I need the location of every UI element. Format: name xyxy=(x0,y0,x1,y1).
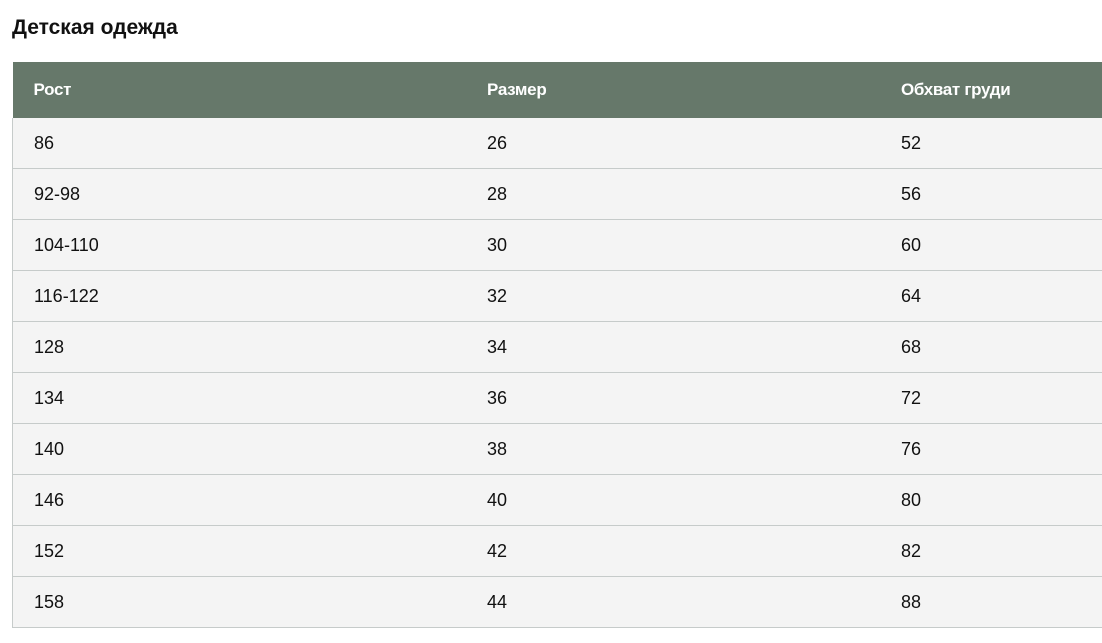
cell-height: 128 xyxy=(12,321,487,373)
table-row: 146 40 80 xyxy=(12,474,1102,526)
cell-size: 32 xyxy=(487,270,901,322)
table-row: 134 36 72 xyxy=(12,372,1102,424)
cell-chest: 76 xyxy=(901,423,1102,475)
cell-size: 34 xyxy=(487,321,901,373)
table-row: 152 42 82 xyxy=(12,525,1102,577)
cell-chest: 72 xyxy=(901,372,1102,424)
cell-height: 86 xyxy=(12,118,487,169)
page-title: Детская одежда xyxy=(12,16,178,39)
cell-size: 38 xyxy=(487,423,901,475)
cell-size: 30 xyxy=(487,219,901,271)
cell-chest: 80 xyxy=(901,474,1102,526)
header-chest: Обхват груди xyxy=(901,80,1011,99)
header-size: Размер xyxy=(487,80,547,99)
cell-chest: 82 xyxy=(901,525,1102,577)
cell-chest: 52 xyxy=(901,118,1102,169)
table-row: 128 34 68 xyxy=(12,321,1102,373)
cell-height: 92-98 xyxy=(12,168,487,220)
cell-height: 140 xyxy=(12,423,487,475)
cell-size: 28 xyxy=(487,168,901,220)
cell-chest: 68 xyxy=(901,321,1102,373)
table-row: 86 26 52 xyxy=(12,118,1102,169)
header-height: Рост xyxy=(33,80,72,99)
cell-height: 134 xyxy=(12,372,487,424)
cell-height: 104-110 xyxy=(12,219,487,271)
cell-size: 40 xyxy=(487,474,901,526)
table-row: 104-110 30 60 xyxy=(12,219,1102,271)
table-row: 140 38 76 xyxy=(12,423,1102,475)
cell-size: 26 xyxy=(487,118,901,169)
size-table: Рост Размер Обхват груди 86 26 52 92-98 28 56… xyxy=(12,62,1102,628)
table-row: 158 44 88 xyxy=(12,576,1102,628)
cell-chest: 60 xyxy=(901,219,1102,271)
cell-size: 44 xyxy=(487,576,901,628)
cell-size: 36 xyxy=(487,372,901,424)
cell-height: 116-122 xyxy=(12,270,487,322)
cell-height: 152 xyxy=(12,525,487,577)
table-row: 92-98 28 56 xyxy=(12,168,1102,220)
cell-height: 146 xyxy=(12,474,487,526)
table-row: 116-122 32 64 xyxy=(12,270,1102,322)
cell-height: 158 xyxy=(12,576,487,628)
table-header-row: Рост Размер Обхват груди xyxy=(12,62,1102,118)
cell-chest: 88 xyxy=(901,576,1102,628)
cell-chest: 64 xyxy=(901,270,1102,322)
cell-size: 42 xyxy=(487,525,901,577)
cell-chest: 56 xyxy=(901,168,1102,220)
